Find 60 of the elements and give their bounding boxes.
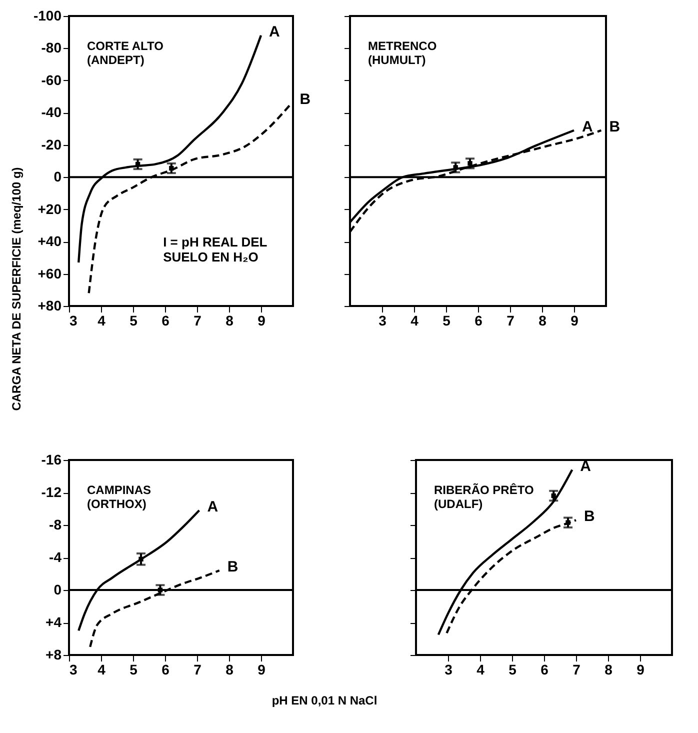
x-tick-label: 7 — [506, 312, 515, 328]
y-tick-label: -4 — [49, 549, 62, 565]
y-tick-label: -80 — [41, 40, 62, 56]
x-tick-label: 5 — [130, 312, 138, 328]
x-tick-label: 8 — [538, 312, 547, 328]
x-tick-label: 7 — [194, 662, 202, 678]
x-tick-label: 7 — [194, 312, 202, 328]
y-tick-label: -20 — [41, 136, 62, 152]
y-tick-label: +4 — [46, 614, 62, 630]
x-tick-label: 4 — [98, 312, 106, 328]
x-tick-label: 5 — [442, 312, 451, 328]
y-tick-label: -40 — [41, 104, 62, 120]
x-tick-label: 8 — [226, 312, 234, 328]
x-tick-label: 4 — [98, 662, 106, 678]
x-tick-label: 6 — [162, 662, 170, 678]
series-label: A — [580, 458, 592, 475]
text: CAMPINAS (ORTHOX) — [87, 483, 152, 511]
series-label: A — [582, 118, 593, 136]
series-label: B — [609, 118, 620, 136]
x-tick-label: 8 — [226, 662, 234, 678]
x-axis-title: pH EN 0,01 N NaCl — [272, 694, 378, 708]
x-tick-label: 8 — [604, 662, 613, 678]
text: METRENCO (HUMULT) — [368, 39, 437, 67]
y-tick-label: +40 — [38, 233, 62, 250]
x-tick-label: 4 — [410, 312, 419, 328]
x-tick-label: 5 — [508, 662, 517, 678]
y-tick-label: -16 — [41, 452, 62, 468]
x-tick-label: 7 — [572, 662, 581, 678]
x-tick-label: 3 — [70, 662, 78, 678]
x-tick-label: 3 — [70, 312, 78, 328]
x-tick-label: 6 — [474, 312, 483, 328]
x-tick-label: 3 — [378, 312, 387, 328]
x-tick-label: 4 — [476, 662, 485, 678]
y-tick-label: +60 — [38, 265, 62, 282]
y-tick-label: -8 — [49, 516, 62, 532]
x-tick-label: 6 — [540, 662, 549, 678]
y-tick-label: +8 — [46, 646, 62, 662]
annotation: I = pH REAL DEL SUELO EN H₂O — [163, 234, 268, 264]
y-tick-label: -60 — [41, 72, 62, 88]
x-tick-label: 9 — [636, 662, 645, 678]
x-tick-label: 9 — [570, 312, 579, 328]
x-tick-label: 5 — [130, 662, 138, 678]
series-label: B — [584, 508, 595, 526]
text: CORTE ALTO (ANDEPT) — [87, 39, 164, 67]
x-tick-label: 9 — [258, 312, 266, 328]
series-label: A — [207, 498, 218, 516]
y-axis-title: CARGA NETA DE SUPERFICIE (meq/100 g) — [9, 167, 24, 411]
y-tick-label: -100 — [33, 8, 62, 24]
y-tick-label: +20 — [38, 200, 62, 217]
text: RIBERÃO PRÊTO (UDALF) — [434, 483, 534, 511]
y-tick-label: +80 — [38, 298, 62, 314]
series-label: B — [300, 91, 311, 108]
y-tick-label: 0 — [54, 168, 62, 185]
x-tick-label: 3 — [444, 662, 453, 678]
y-tick-label: -12 — [41, 484, 62, 500]
y-tick-label: 0 — [54, 582, 62, 598]
series-label: A — [269, 23, 280, 40]
series-label: B — [227, 558, 238, 576]
x-tick-label: 9 — [258, 662, 266, 678]
x-tick-label: 6 — [162, 312, 170, 328]
